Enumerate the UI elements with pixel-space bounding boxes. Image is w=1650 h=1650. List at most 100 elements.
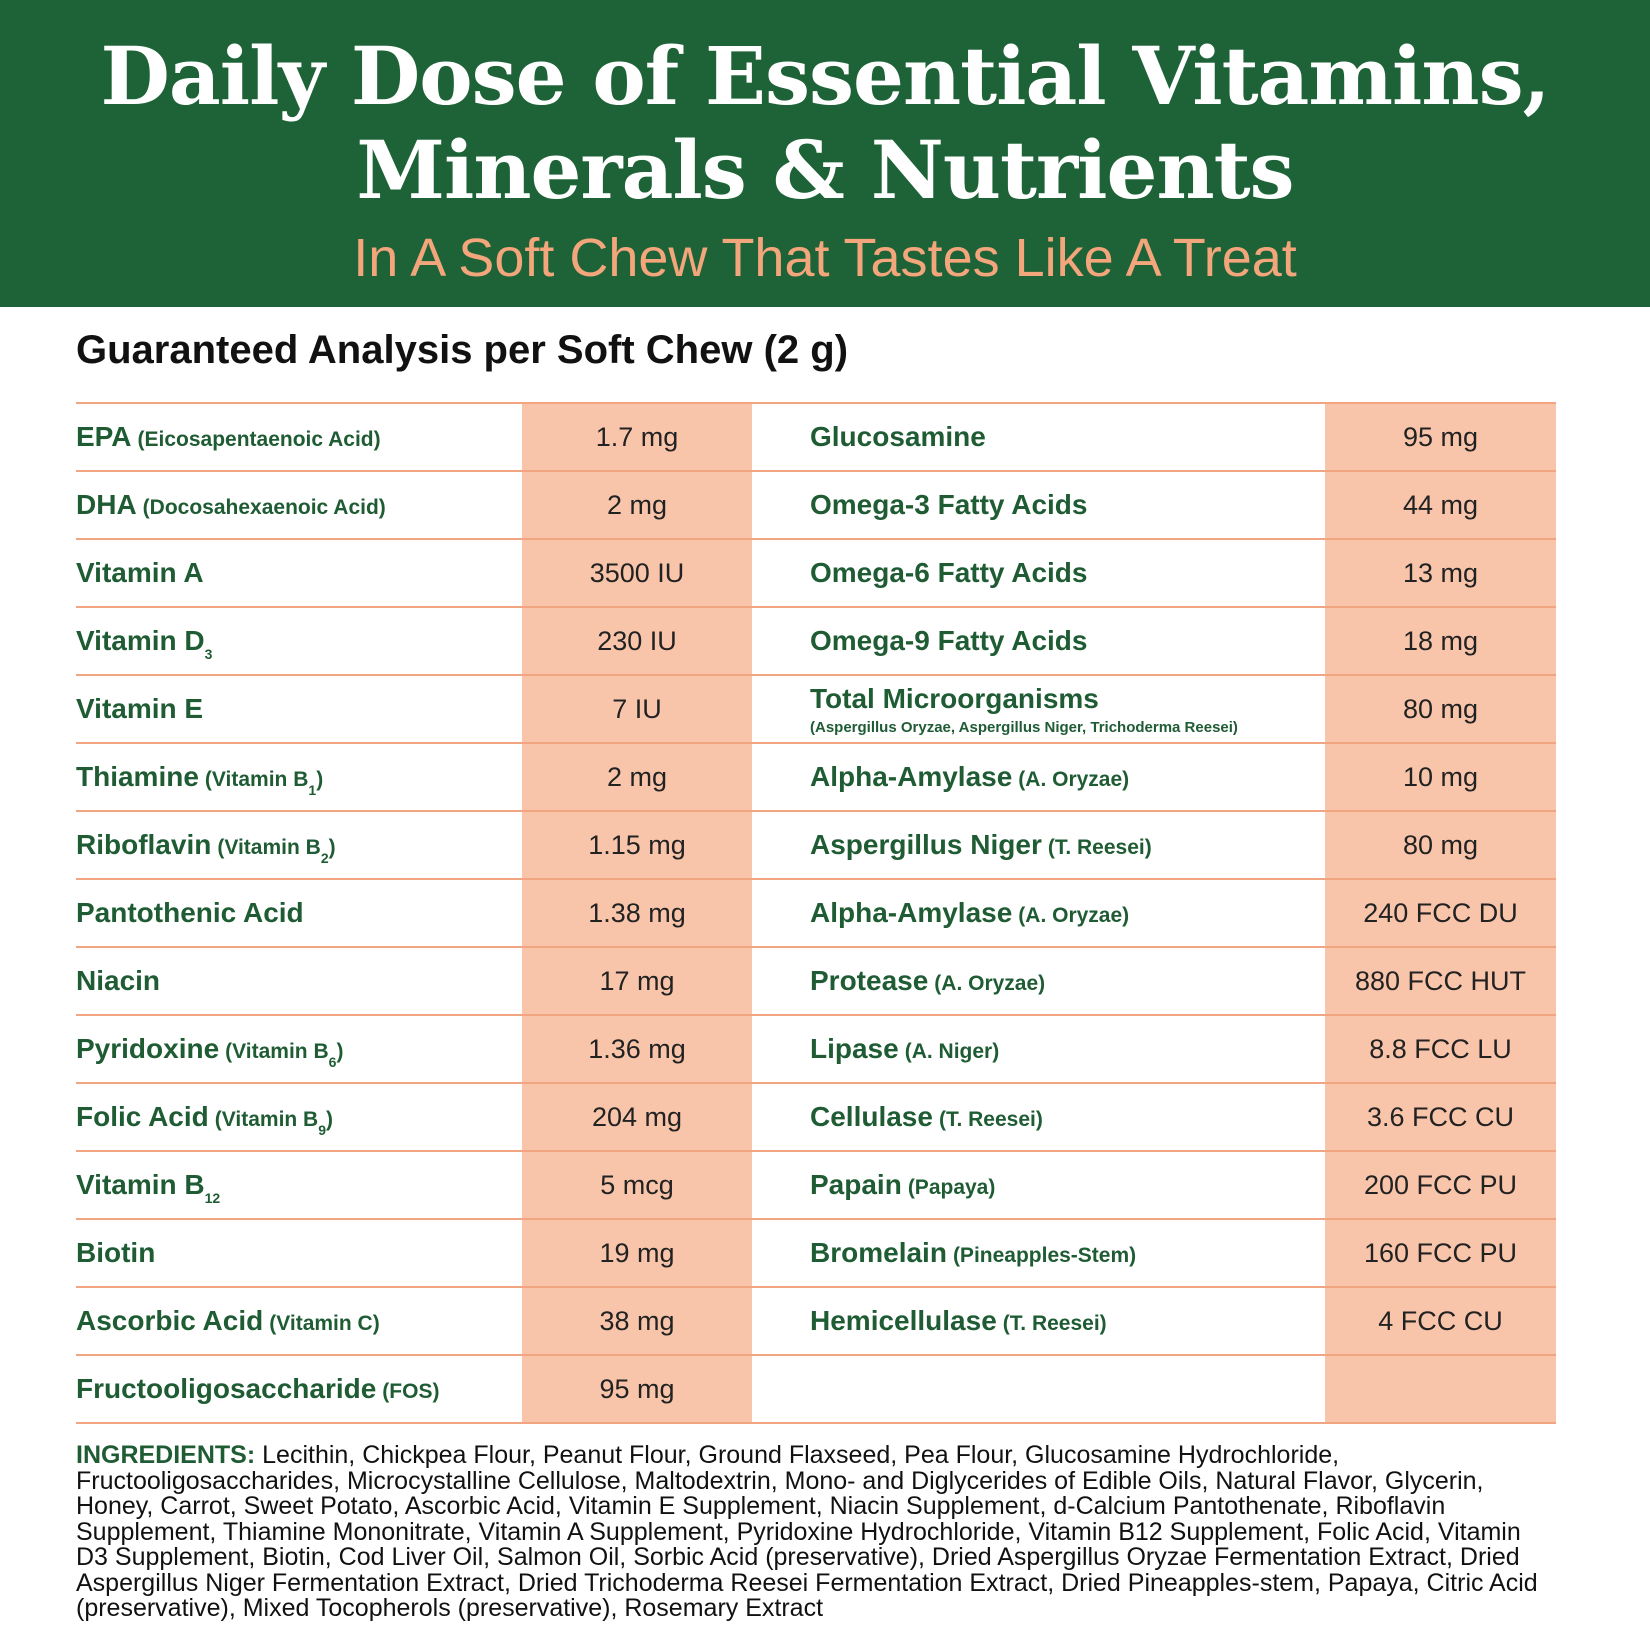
label-part: Omega-9 Fatty Acids [810, 625, 1088, 656]
label-part: 12 [204, 1190, 221, 1206]
nutrient-name: Pantothenic Acid [76, 879, 522, 947]
nutrient-amount: 95 mg [1402, 421, 1479, 452]
nutrient-label: Omega-9 Fatty Acids [810, 625, 1087, 657]
nutrient-amount: 38 mg [599, 1305, 675, 1336]
nutrient-name: Alpha-Amylase (A. Oryzae) [810, 743, 1325, 811]
label-part: (FOS) [382, 1380, 440, 1403]
label-part: Biotin [76, 1237, 156, 1268]
nutrient-name: Vitamin A [76, 539, 522, 607]
nutrient-label: Vitamin D3 [76, 625, 212, 662]
label-part: ) [336, 1040, 344, 1063]
label-part: 9 [318, 1122, 327, 1138]
nutrient-amount: 4 FCC CU [1378, 1305, 1503, 1336]
nutrient-name: Papain (Papaya) [810, 1151, 1325, 1219]
label-part: (Vitamin C) [269, 1312, 380, 1335]
label-part: 3 [204, 646, 213, 662]
nutrient-amount: 1.15 mg [588, 829, 686, 860]
label-part: Omega-6 Fatty Acids [810, 557, 1088, 588]
label-part: (A. Niger) [904, 1040, 1000, 1063]
nutrient-name: Ascorbic Acid (Vitamin C) [76, 1287, 522, 1355]
nutrient-amount: 204 mg [591, 1101, 683, 1132]
label-part: (A. Oryzae) [1018, 768, 1130, 791]
row-rule [76, 1354, 1556, 1356]
nutrient-name: Omega-9 Fatty Acids [810, 607, 1325, 675]
nutrient-name: Glucosamine [810, 403, 1325, 471]
row-rule [76, 946, 1556, 948]
label-part: Bromelain [810, 1237, 947, 1268]
row-rule [76, 1286, 1556, 1288]
nutrient-name: Bromelain (Pineapples-Stem) [810, 1219, 1325, 1287]
row-rule [76, 878, 1556, 880]
nutrient-label: Cellulase (T. Reesei) [810, 1101, 1043, 1133]
nutrient-amount: 95 mg [599, 1373, 675, 1404]
label-part: Papain [810, 1169, 902, 1200]
nutrient-amount: 1.38 mg [588, 897, 686, 928]
ingredients-label: INGREDIENTS: [76, 1441, 256, 1469]
nutrient-amount: 80 mg [1402, 829, 1479, 860]
label-part: (Vitamin B [214, 1108, 319, 1131]
nutrient-name: Total Microorganisms (Aspergillus Oryzae,… [810, 675, 1325, 743]
label-part: Vitamin E [76, 693, 204, 724]
nutrient-amount: 3500 IU [589, 557, 685, 588]
subtitle: In A Soft Chew That Tastes Like A Treat [353, 228, 1297, 288]
nutrient-name: Biotin [76, 1219, 522, 1287]
nutrient-name: Fructooligosaccharide (FOS) [76, 1355, 522, 1423]
nutrient-name: Vitamin E [76, 675, 522, 743]
nutrient-label: Glucosamine [810, 421, 986, 453]
nutrient-label: Riboflavin (Vitamin B2) [76, 829, 336, 866]
nutrient-label: EPA (Eicosapentaenoic Acid) [76, 421, 381, 453]
row-rule [76, 1082, 1556, 1084]
nutrient-amount: 13 mg [1402, 557, 1479, 588]
row-rule [76, 1014, 1556, 1016]
nutrient-amount: 1.7 mg [595, 421, 679, 452]
nutrient-name: Lipase (A. Niger) [810, 1015, 1325, 1083]
nutrient-amount: 880 FCC HUT [1354, 965, 1527, 996]
nutrient-label: Ascorbic Acid (Vitamin C) [76, 1305, 380, 1337]
nutrient-label: Niacin [76, 965, 160, 997]
label-part: (Vitamin B [217, 836, 321, 859]
label-part: ) [316, 768, 324, 791]
nutrient-name: EPA (Eicosapentaenoic Acid) [76, 403, 522, 471]
label-part: Alpha-Amylase [810, 761, 1013, 792]
row-rule [76, 674, 1556, 676]
nutrient-amount: 5 mcg [600, 1169, 674, 1200]
nutrient-label: Omega-3 Fatty Acids [810, 489, 1087, 521]
nutrient-name: Aspergillus Niger (T. Reesei) [810, 811, 1325, 879]
title-line: Minerals & Nutrients [356, 123, 1294, 217]
label-part: (Pineapples-Stem) [952, 1244, 1137, 1267]
label-part: 6 [328, 1054, 337, 1070]
nutrient-label: Thiamine (Vitamin B1) [76, 761, 324, 798]
nutrient-name: Protease (A. Oryzae) [810, 947, 1325, 1015]
nutrient-label: Vitamin E [76, 693, 203, 725]
label-part: Vitamin D [76, 625, 205, 656]
nutrient-amount: 3.6 FCC CU [1366, 1101, 1515, 1132]
nutrient-label: Biotin [76, 1237, 155, 1269]
label-part: (Eicosapentaenoic Acid) [137, 428, 381, 451]
nutrient-label: Aspergillus Niger (T. Reesei) [810, 829, 1152, 861]
row-rule [76, 1218, 1556, 1220]
label-part: Vitamin B [76, 1169, 205, 1200]
nutrient-label: Hemicellulase (T. Reesei) [810, 1305, 1107, 1337]
label-part: Lipase [810, 1033, 899, 1064]
row-rule [76, 402, 1556, 404]
row-rule [76, 742, 1556, 744]
label-part: (A. Oryzae) [1018, 904, 1130, 927]
label-part: (Vitamin B [225, 1040, 329, 1063]
label-part: Fructooligosaccharide [76, 1373, 377, 1404]
nutrient-amount: 44 mg [1402, 489, 1479, 520]
nutrient-name: Folic Acid (Vitamin B9) [76, 1083, 522, 1151]
label-part: Thiamine [76, 761, 199, 792]
label-part: (T. Reesei) [1047, 836, 1152, 859]
nutrient-amount: 10 mg [1402, 761, 1479, 792]
label-part: Vitamin A [76, 557, 204, 588]
row-rule [76, 538, 1556, 540]
nutrient-name: Vitamin B12 [76, 1151, 522, 1219]
nutrient-name: DHA (Docosahexaenoic Acid) [76, 471, 522, 539]
label-part: Alpha-Amylase [810, 897, 1013, 928]
nutrient-label: Alpha-Amylase (A. Oryzae) [810, 897, 1129, 929]
row-rule [76, 1422, 1556, 1424]
label-part: Folic Acid [76, 1101, 209, 1132]
label-part: (T. Reesei) [1002, 1312, 1107, 1335]
